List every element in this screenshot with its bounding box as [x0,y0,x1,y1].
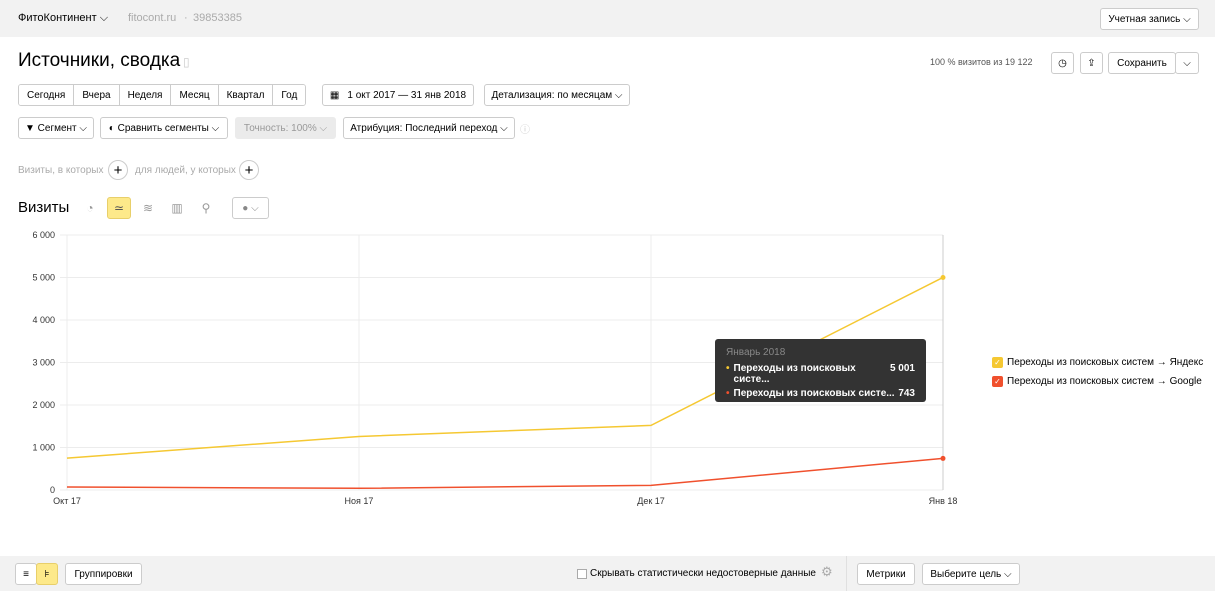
y-tick-label: 4 000 [32,315,55,325]
visits-condition-label: Визиты, в которых [18,165,104,176]
period-selector: Сегодня Вчера Неделя Месяц Квартал Год [18,84,307,106]
period-yesterday[interactable]: Вчера [74,85,120,105]
data-point [940,455,946,461]
series-line [66,457,944,490]
period-week[interactable]: Неделя [119,85,172,105]
checkbox-checked-icon[interactable]: ✓ [992,357,1003,368]
add-visit-condition-button[interactable]: + [108,160,128,180]
y-tick-label: 3 000 [32,358,55,368]
period-quarter[interactable]: Квартал [218,85,274,105]
y-tick-label: 1 000 [32,443,55,453]
compare-icon: ◐ [108,122,115,134]
detail-dropdown[interactable]: Детализация: по месяцам ⌵ [484,84,630,106]
y-tick-label: 2 000 [32,400,55,410]
segment-button[interactable]: ▼ Сегмент ⌵ [18,117,94,139]
people-condition-label: для людей, у которых [135,165,236,176]
tooltip-row: • Переходы из поисковых систе... 5 001 [726,363,915,385]
page-title: Источники, сводка [18,50,181,71]
tree-view-icon[interactable]: ⊧ [36,563,58,585]
attribution-dropdown[interactable]: Атрибуция: Последний переход ⌵ [343,117,515,139]
visits-info: 100 % визитов из 19 122 [930,57,1033,67]
y-tick-label: 0 [50,485,55,495]
period-month[interactable]: Месяц [171,85,219,105]
site-domain: fitocont.ru [128,12,177,24]
x-tick-label: Окт 17 [53,496,81,506]
date-range-button[interactable]: ▦ 1 окт 2017 — 31 янв 2018 [322,84,474,106]
counter-id: 39853385 [193,12,242,24]
map-icon[interactable]: ⚲ [201,201,211,215]
x-tick-label: Дек 17 [637,496,665,506]
filter-icon: ▼ [24,122,35,134]
history-icon[interactable]: ◷ [1051,52,1074,74]
export-icon[interactable]: ⇪ [1080,52,1103,74]
data-point [940,274,946,280]
counter-selector[interactable]: ФитоКонтинент ⌵ [18,12,109,24]
y-tick-label: 6 000 [32,230,55,240]
save-button[interactable]: Сохранить [1108,52,1176,74]
add-people-condition-button[interactable]: + [239,160,259,180]
period-today[interactable]: Сегодня [19,85,75,105]
calendar-icon: ▦ [329,89,340,101]
period-year[interactable]: Год [273,85,306,105]
chart-title: Визиты [18,199,70,216]
pie-chart-icon[interactable]: ◔ [86,201,94,215]
groupings-button[interactable]: Группировки [65,563,142,585]
divider [846,556,847,591]
accuracy-dropdown[interactable]: Точность: 100% ⌵ [235,117,336,139]
chart-tooltip: Январь 2018 • Переходы из поисковых систе… [715,339,926,402]
tooltip-title: Январь 2018 [726,347,786,358]
y-tick-label: 5 000 [32,273,55,283]
hide-unreliable-checkbox[interactable]: Скрывать статистически недостоверные дан… [577,568,816,579]
bookmark-icon[interactable]: ▯ [183,55,190,69]
save-dropdown-button[interactable]: ⌵ [1175,52,1199,74]
account-button[interactable]: Учетная запись ⌵ [1100,8,1199,30]
tooltip-row: • Переходы из поисковых систе... 743 [726,388,915,399]
bottom-toolbar: ≡ ⊧ Группировки Скрывать статистически н… [0,556,1215,591]
x-tick-label: Янв 18 [929,496,958,506]
top-bar: ФитоКонтинент ⌵ fitocont.ru · 39853385 У… [0,0,1215,37]
x-tick-label: Ноя 17 [345,496,374,506]
checkbox-checked-icon[interactable]: ✓ [992,376,1003,387]
legend-google[interactable]: ✓ Переходы из поисковых систем → Google [992,376,1202,387]
line-chart-icon[interactable]: ≃ [107,197,131,219]
metrics-button[interactable]: Метрики [857,563,915,585]
help-icon[interactable]: ⓘ [520,125,530,136]
list-view-icon[interactable]: ≡ [15,563,37,585]
area-chart-icon[interactable]: ≋ [142,201,154,215]
legend-yandex[interactable]: ✓ Переходы из поисковых систем → Яндекс [992,357,1203,368]
compare-segments-button[interactable]: ◐ Сравнить сегменты ⌵ [100,117,228,139]
gear-icon[interactable]: ⚙ [821,564,833,579]
counter-name: ФитоКонтинент [18,12,97,24]
bar-chart-icon[interactable]: ▥ [171,201,183,215]
annotations-dropdown[interactable]: ● ⌵ [232,197,269,219]
goal-dropdown[interactable]: Выберите цель ⌵ [922,563,1020,585]
